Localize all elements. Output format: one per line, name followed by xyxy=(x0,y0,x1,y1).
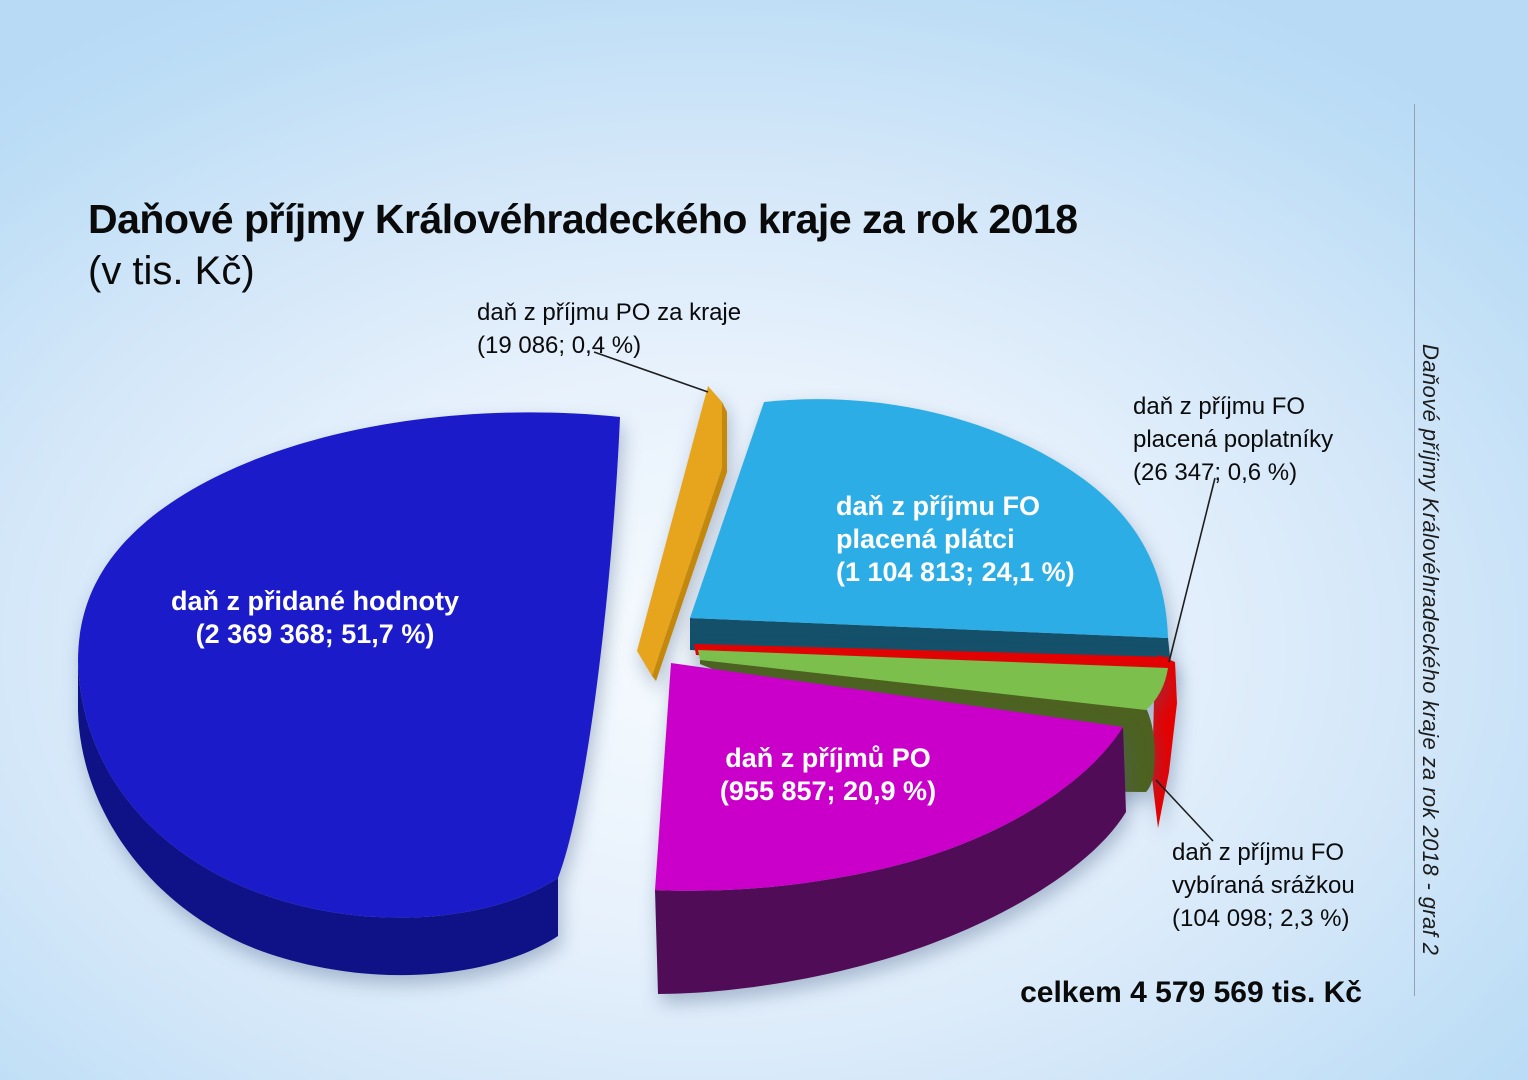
pie-slice-dph-side[interactable] xyxy=(78,662,558,976)
pie-slice-dph[interactable] xyxy=(78,412,620,976)
pie-slice-dph-top[interactable] xyxy=(78,412,620,918)
pie-slice-po-za-kraje-top[interactable] xyxy=(637,386,722,676)
slice-label-po-line1: daň z příjmů PO xyxy=(725,743,931,773)
slice-label-fo-platci: daň z příjmu FO placená plátci (1 104 81… xyxy=(836,490,1075,589)
title-block: Daňové příjmy Královéhradeckého kraje za… xyxy=(88,193,1078,297)
callout-fo-srazka: daň z příjmu FO vybíraná srážkou (104 09… xyxy=(1172,836,1355,935)
leader-line-po-za-kraje xyxy=(593,351,709,393)
pie-slice-po[interactable] xyxy=(655,663,1126,994)
slice-label-fo-platci-line1: daň z příjmu FO xyxy=(836,491,1041,521)
slice-label-po-line2: (955 857; 20,9 %) xyxy=(719,776,937,806)
slice-label-po: daň z příjmů PO (955 857; 20,9 %) xyxy=(628,742,1028,808)
leader-line-fo-poplatniky xyxy=(1168,477,1216,663)
leader-line-fo-srazka xyxy=(1155,779,1214,842)
total-label: celkem 4 579 569 tis. Kč xyxy=(1020,976,1362,1009)
callout-fo-poplatniky-line3: (26 347; 0,6 %) xyxy=(1133,459,1298,486)
callout-po-za-kraje-line2: (19 086; 0,4 %) xyxy=(477,332,642,359)
side-caption: Daňové příjmy Královéhradeckého kraje za… xyxy=(1418,344,1443,956)
callout-fo-srazka-line2: vybíraná srážkou xyxy=(1172,872,1355,899)
slice-label-fo-platci-line3: (1 104 813; 24,1 %) xyxy=(836,557,1075,587)
pie-slice-po-za-kraje[interactable] xyxy=(637,386,727,681)
callout-fo-srazka-line3: (104 098; 2,3 %) xyxy=(1172,905,1350,932)
slice-label-dph-line1: daň z přidané hodnoty xyxy=(171,586,459,616)
slice-label-dph-line2: (2 369 368; 51,7 %) xyxy=(195,619,435,649)
page-title: Daňové příjmy Královéhradeckého kraje za… xyxy=(88,196,1078,242)
pie-slice-fo-poplatniky-side[interactable] xyxy=(1152,655,1177,828)
pie-slice-po-top[interactable] xyxy=(655,663,1123,891)
page-subtitle: (v tis. Kč) xyxy=(88,249,255,293)
pie-slice-po-side[interactable] xyxy=(655,727,1126,994)
pie-slice-fo-srazka-top[interactable] xyxy=(698,650,1168,710)
pie-slice-fo-platci-top[interactable] xyxy=(690,399,1168,638)
callout-fo-srazka-line1: daň z příjmu FO xyxy=(1172,839,1345,866)
callout-po-za-kraje-line1: daň z příjmu PO za kraje xyxy=(477,299,742,326)
slice-label-fo-platci-line2: placená plátci xyxy=(836,524,1015,554)
slice-label-dph: daň z přidané hodnoty (2 369 368; 51,7 %… xyxy=(115,585,515,651)
callout-fo-poplatniky-line1: daň z příjmu FO xyxy=(1133,393,1306,420)
callout-fo-poplatniky-line2: placená poplatníky xyxy=(1133,426,1334,453)
side-divider-line xyxy=(1414,104,1415,996)
callout-fo-poplatniky: daň z příjmu FO placená poplatníky (26 3… xyxy=(1133,390,1333,489)
callout-po-za-kraje: daň z příjmu PO za kraje (19 086; 0,4 %) xyxy=(477,296,741,362)
